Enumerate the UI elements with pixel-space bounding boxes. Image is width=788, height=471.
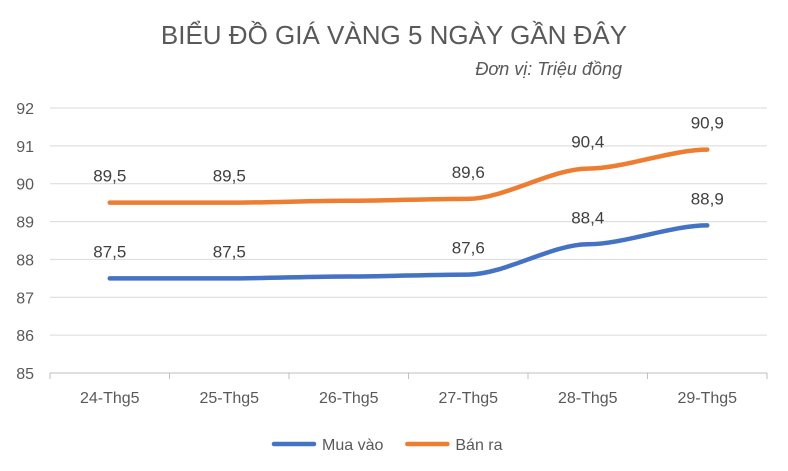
chart-title: BIỂU ĐỒ GIÁ VÀNG 5 NGÀY GẦN ĐÂY bbox=[161, 20, 627, 50]
y-tick-label: 87 bbox=[16, 290, 34, 307]
data-label: 89,6 bbox=[452, 163, 485, 182]
x-tick-label: 24-Thg5 bbox=[80, 390, 140, 407]
x-tick-label: 26-Thg5 bbox=[319, 390, 379, 407]
y-tick-label: 91 bbox=[16, 139, 34, 156]
data-label: 89,5 bbox=[213, 167, 246, 186]
data-label: 87,5 bbox=[93, 242, 126, 261]
legend: Mua vào Bán ra bbox=[271, 437, 503, 454]
y-tick-label: 88 bbox=[16, 252, 34, 269]
data-label: 88,9 bbox=[691, 189, 724, 208]
series-lines bbox=[107, 147, 710, 281]
chart-subtitle: Đơn vị: Triệu đồng bbox=[475, 59, 622, 79]
series-line-1 bbox=[107, 223, 710, 281]
data-label: 88,4 bbox=[571, 208, 604, 227]
x-tick-label: 27-Thg5 bbox=[438, 390, 498, 407]
data-label: 89,5 bbox=[93, 167, 126, 186]
x-tick-label: 28-Thg5 bbox=[558, 390, 618, 407]
series-line-2 bbox=[107, 147, 710, 205]
legend-label: Mua vào bbox=[322, 437, 383, 454]
y-tick-label: 85 bbox=[16, 366, 34, 383]
data-label: 87,5 bbox=[213, 242, 246, 261]
data-label: 87,6 bbox=[452, 239, 485, 258]
data-label: 90,4 bbox=[571, 133, 604, 152]
y-tick-label: 86 bbox=[16, 328, 34, 345]
y-tick-label: 89 bbox=[16, 215, 34, 232]
x-tick-label: 25-Thg5 bbox=[199, 390, 259, 407]
gridlines bbox=[50, 107, 767, 374]
y-tick-label: 90 bbox=[16, 177, 34, 194]
x-tick-label: 29-Thg5 bbox=[677, 390, 737, 407]
y-tick-label: 92 bbox=[16, 101, 34, 118]
data-label: 90,9 bbox=[691, 114, 724, 133]
x-axis-ticks: 24-Thg5 25-Thg5 26-Thg5 27-Thg5 28-Thg5 29-Th… bbox=[49, 373, 768, 407]
data-labels: 87,5 87,5 87,6 88,4 88,9 89,5 89,5 89,6 90,4 90,9 bbox=[93, 114, 724, 262]
legend-label: Bán ra bbox=[455, 437, 502, 454]
y-axis-ticks: 85 86 87 88 89 90 91 92 bbox=[16, 101, 34, 383]
